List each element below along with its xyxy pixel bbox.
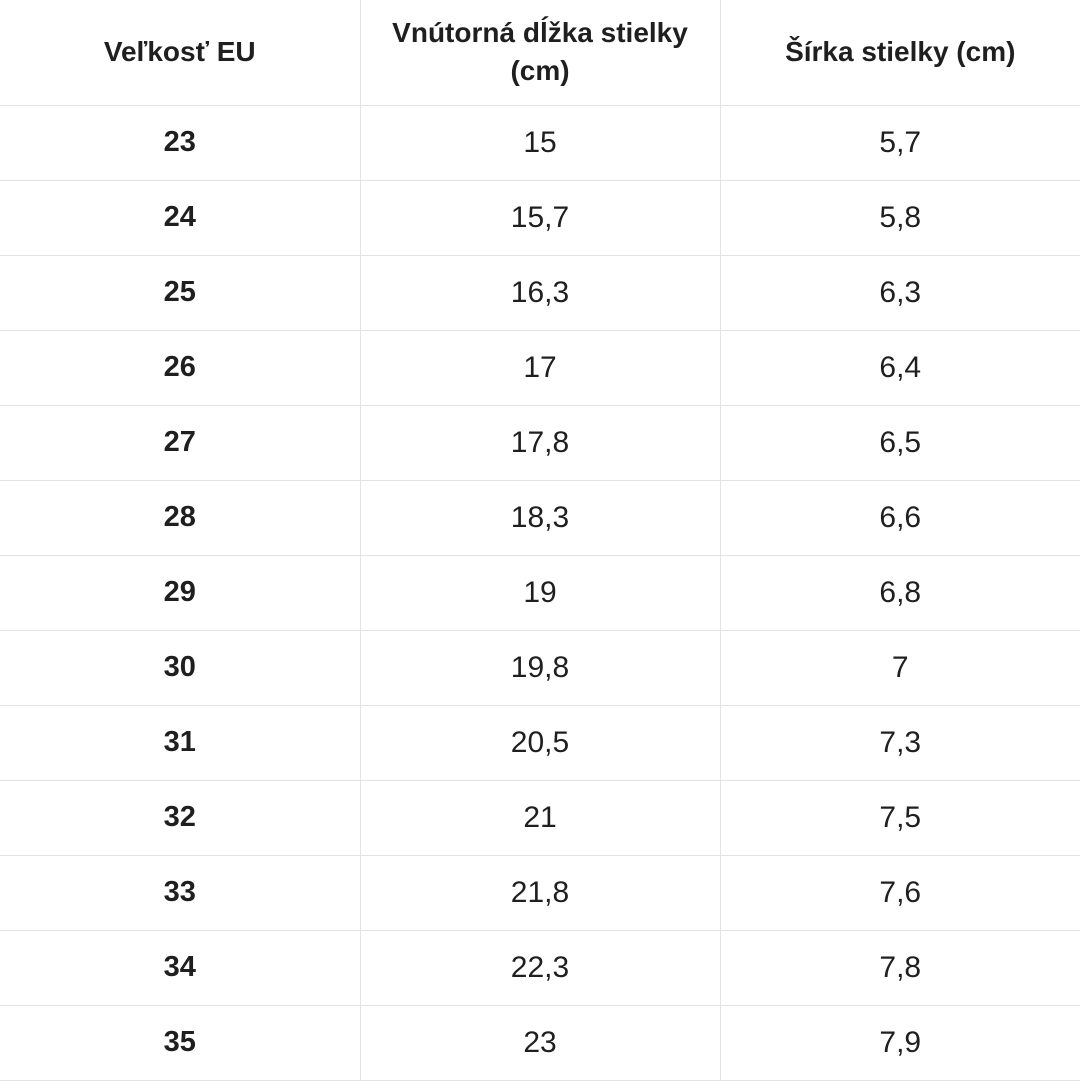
size-cell: 23 <box>0 105 361 181</box>
length-cell: 22,3 <box>360 930 721 1006</box>
length-cell: 23 <box>360 1005 721 1081</box>
length-cell: 20,5 <box>360 705 721 781</box>
width-cell: 6,5 <box>720 405 1080 481</box>
width-cell: 6,8 <box>720 555 1080 631</box>
table-row: 27 17,8 6,5 <box>0 405 1080 481</box>
table-row: 30 19,8 7 <box>0 630 1080 706</box>
table-header: Veľkosť EU Vnútorná dĺžka stielky (cm) Š… <box>0 0 1080 106</box>
size-cell: 31 <box>0 705 361 781</box>
width-cell: 7,9 <box>720 1005 1080 1081</box>
size-cell: 24 <box>0 180 361 256</box>
size-cell: 26 <box>0 330 361 406</box>
length-cell: 19 <box>360 555 721 631</box>
table-row: 32 21 7,5 <box>0 780 1080 856</box>
width-cell: 7 <box>720 630 1080 706</box>
length-cell: 19,8 <box>360 630 721 706</box>
length-cell: 21,8 <box>360 855 721 931</box>
size-cell: 25 <box>0 255 361 331</box>
length-cell: 18,3 <box>360 480 721 556</box>
table-row: 24 15,7 5,8 <box>0 180 1080 256</box>
size-cell: 29 <box>0 555 361 631</box>
table-row: 28 18,3 6,6 <box>0 480 1080 556</box>
width-cell: 5,8 <box>720 180 1080 256</box>
table-row: 31 20,5 7,3 <box>0 705 1080 781</box>
size-cell: 30 <box>0 630 361 706</box>
size-cell: 28 <box>0 480 361 556</box>
length-cell: 16,3 <box>360 255 721 331</box>
length-cell: 15,7 <box>360 180 721 256</box>
header-insole-width: Šírka stielky (cm) <box>720 0 1080 106</box>
table-row: 33 21,8 7,6 <box>0 855 1080 931</box>
table-row: 35 23 7,9 <box>0 1005 1080 1081</box>
width-cell: 6,6 <box>720 480 1080 556</box>
size-cell: 32 <box>0 780 361 856</box>
header-insole-length: Vnútorná dĺžka stielky (cm) <box>360 0 721 106</box>
header-row: Veľkosť EU Vnútorná dĺžka stielky (cm) Š… <box>0 0 1080 106</box>
size-cell: 33 <box>0 855 361 931</box>
table-row: 26 17 6,4 <box>0 330 1080 406</box>
width-cell: 7,5 <box>720 780 1080 856</box>
width-cell: 7,3 <box>720 705 1080 781</box>
size-cell: 35 <box>0 1005 361 1081</box>
length-cell: 17,8 <box>360 405 721 481</box>
width-cell: 6,4 <box>720 330 1080 406</box>
width-cell: 7,6 <box>720 855 1080 931</box>
width-cell: 6,3 <box>720 255 1080 331</box>
length-cell: 17 <box>360 330 721 406</box>
header-size-eu: Veľkosť EU <box>0 0 361 106</box>
table-row: 25 16,3 6,3 <box>0 255 1080 331</box>
size-cell: 34 <box>0 930 361 1006</box>
width-cell: 5,7 <box>720 105 1080 181</box>
table-row: 29 19 6,8 <box>0 555 1080 631</box>
table-row: 34 22,3 7,8 <box>0 930 1080 1006</box>
length-cell: 15 <box>360 105 721 181</box>
length-cell: 21 <box>360 780 721 856</box>
size-cell: 27 <box>0 405 361 481</box>
table-body: 23 15 5,7 24 15,7 5,8 25 16,3 6,3 26 17 … <box>0 105 1080 1081</box>
table-row: 23 15 5,7 <box>0 105 1080 181</box>
width-cell: 7,8 <box>720 930 1080 1006</box>
